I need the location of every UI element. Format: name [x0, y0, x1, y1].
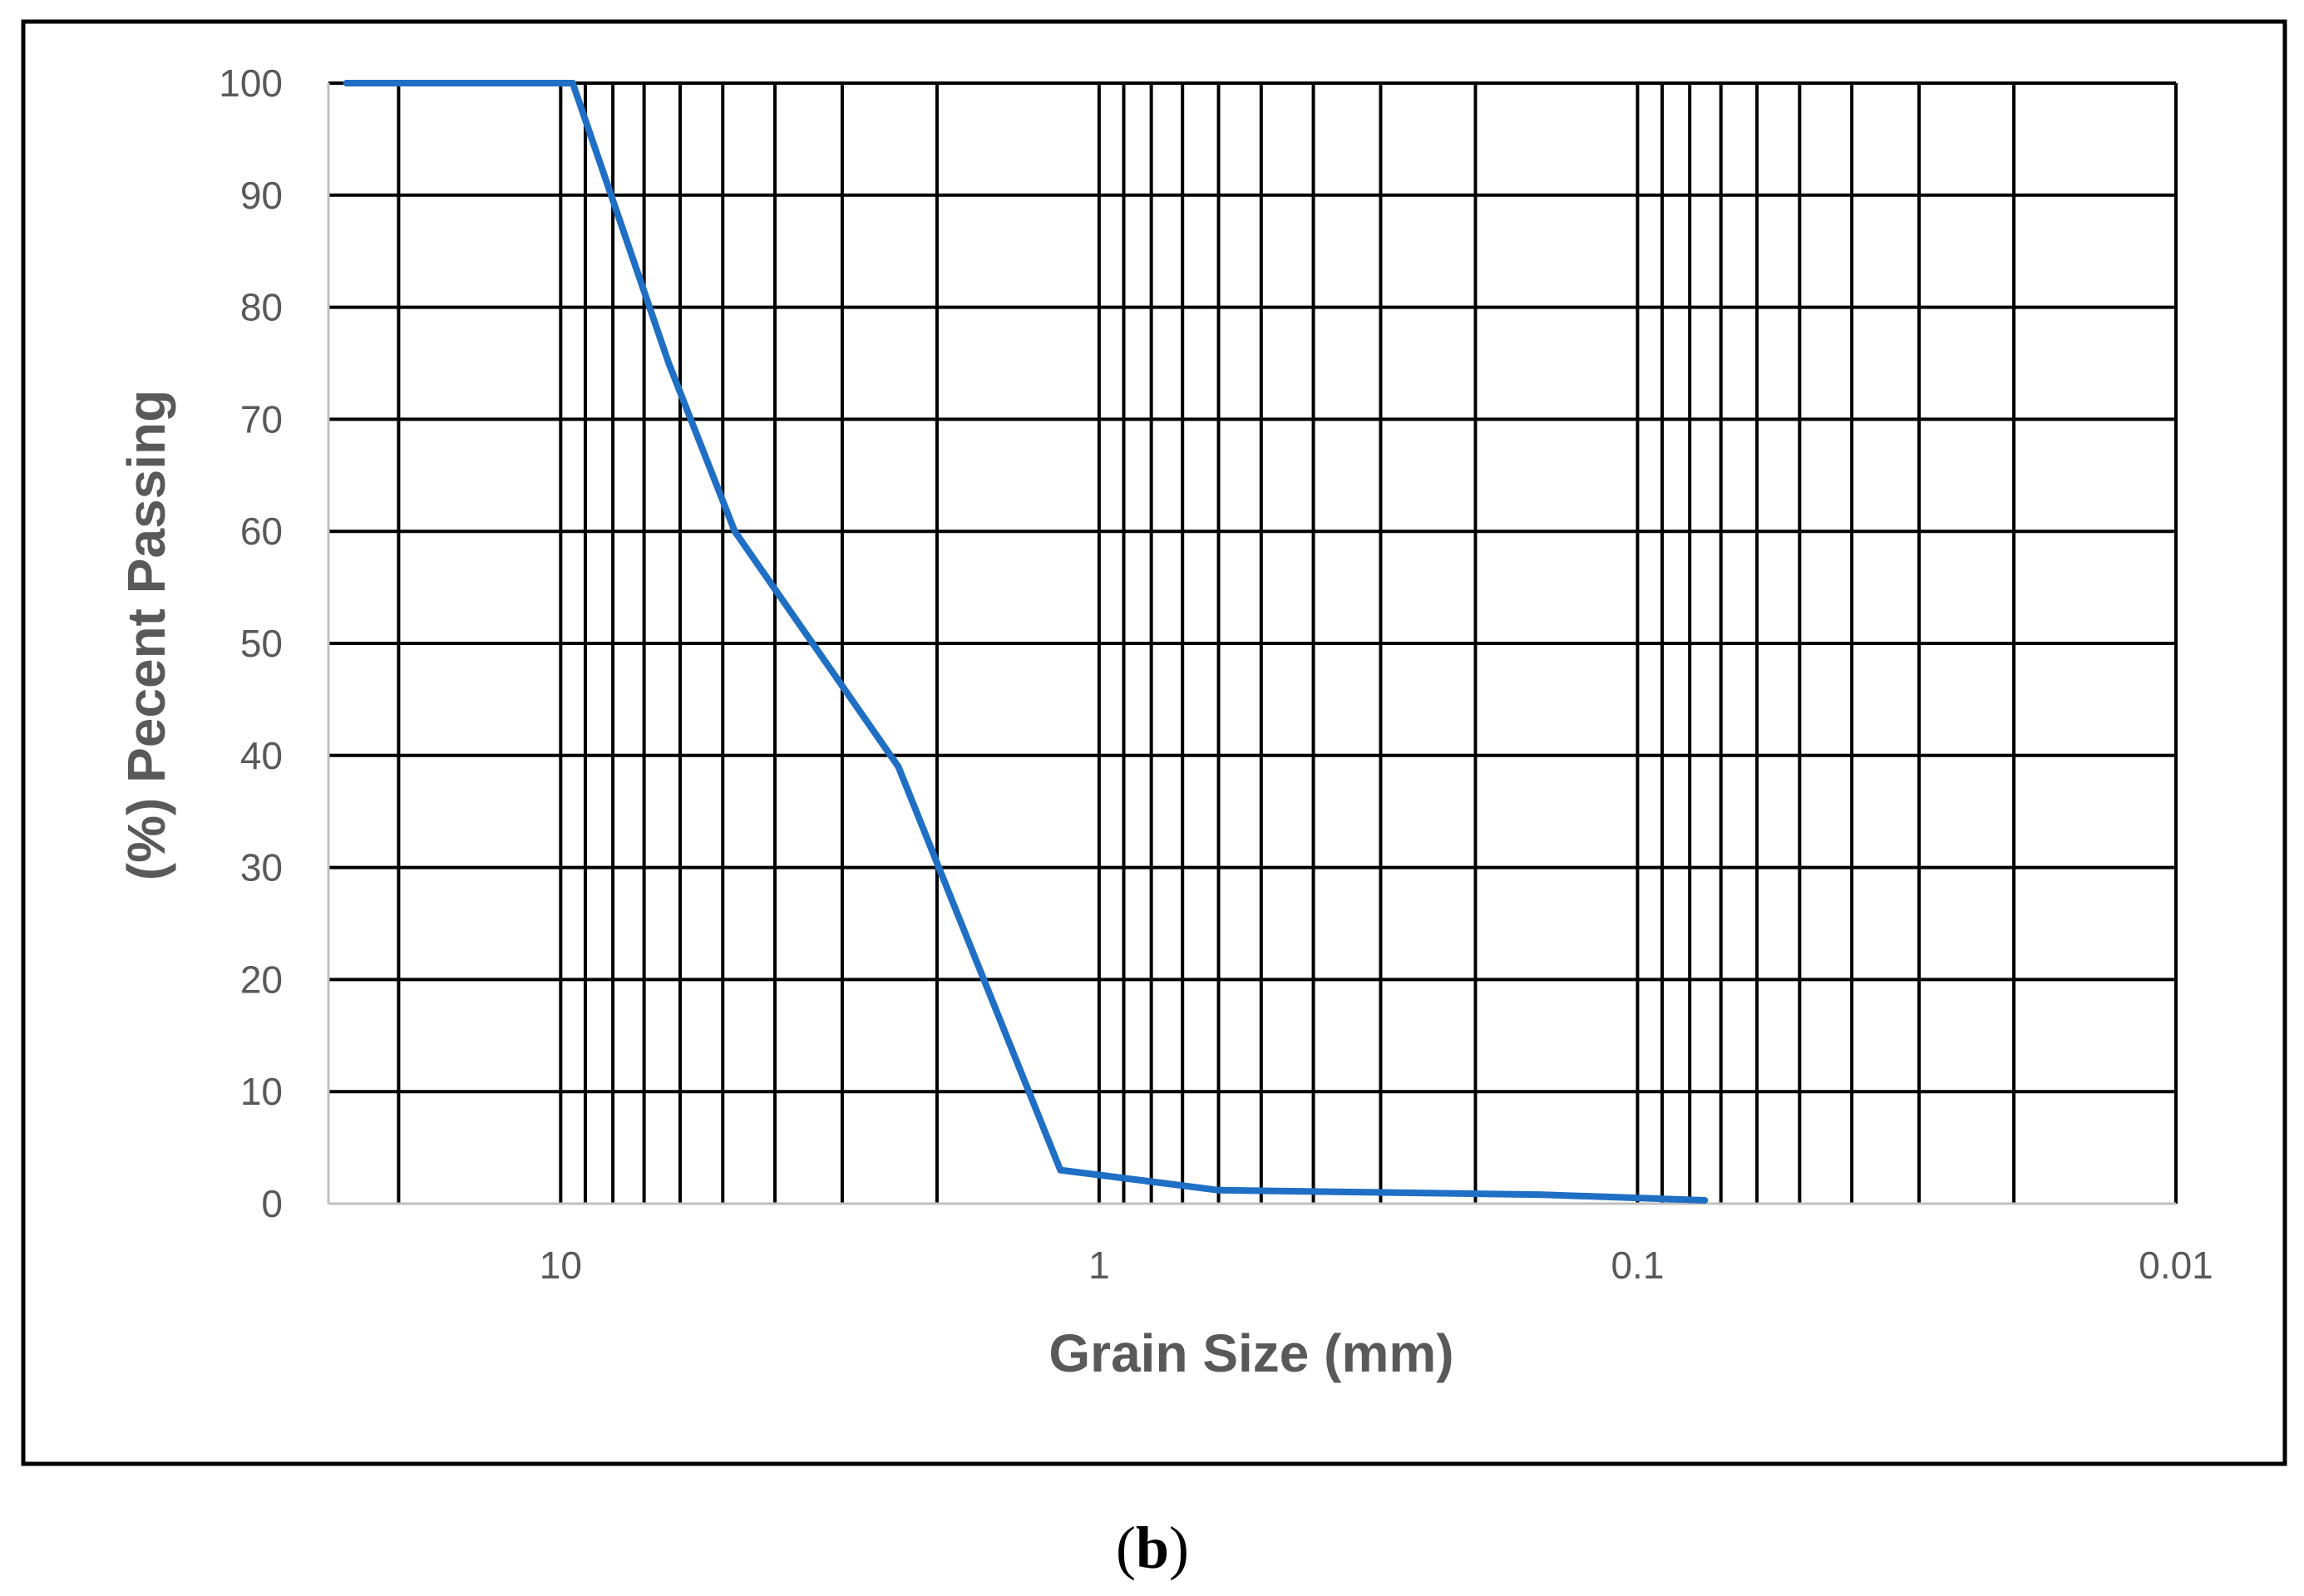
data-point — [896, 765, 900, 768]
y-tick-label: 80 — [240, 286, 283, 329]
caption-open-paren: ( — [1116, 1515, 1136, 1581]
data-point — [1058, 1169, 1062, 1172]
figure-caption: (b) — [1116, 1515, 1189, 1581]
series-layer — [343, 80, 1709, 1204]
x-tick-label: 0.1 — [1611, 1244, 1664, 1287]
y-axis-title: (%) Pecent Passing — [116, 390, 176, 880]
caption-close-paren: ) — [1169, 1515, 1189, 1581]
y-tick-label: 90 — [240, 174, 283, 217]
x-axis-title: Grain Size (mm) — [1048, 1323, 1453, 1383]
grid-layer — [328, 81, 2178, 1204]
data-point — [571, 81, 575, 85]
y-tick-label: 20 — [240, 958, 283, 1001]
data-point — [667, 362, 670, 365]
data-point — [1217, 1189, 1221, 1192]
data-point — [1703, 1199, 1706, 1202]
y-tick-label: 60 — [240, 510, 283, 553]
data-point — [345, 81, 348, 85]
y-tick-label: 50 — [240, 622, 283, 665]
y-tick-label: 100 — [219, 62, 283, 105]
data-point — [1541, 1193, 1544, 1196]
tick-labels: 10 1 0.1 0.01 0 10 20 30 40 50 60 70 80 90 100 — [219, 62, 2213, 1287]
x-tick-label: 10 — [540, 1244, 582, 1287]
axis-layer — [327, 83, 2176, 1205]
caption-letter: b — [1136, 1515, 1169, 1581]
y-tick-label: 40 — [240, 734, 283, 777]
series-line-percent-passing — [343, 80, 1709, 1204]
y-tick-label: 30 — [240, 846, 283, 889]
y-tick-label: 70 — [240, 397, 283, 441]
x-tick-label: 1 — [1088, 1244, 1110, 1287]
y-tick-label: 10 — [240, 1070, 283, 1113]
data-point — [733, 530, 737, 533]
y-tick-label: 0 — [261, 1182, 283, 1225]
x-tick-label: 0.01 — [2139, 1244, 2213, 1287]
chart-frame — [21, 19, 2287, 1466]
data-point — [1379, 1191, 1382, 1195]
